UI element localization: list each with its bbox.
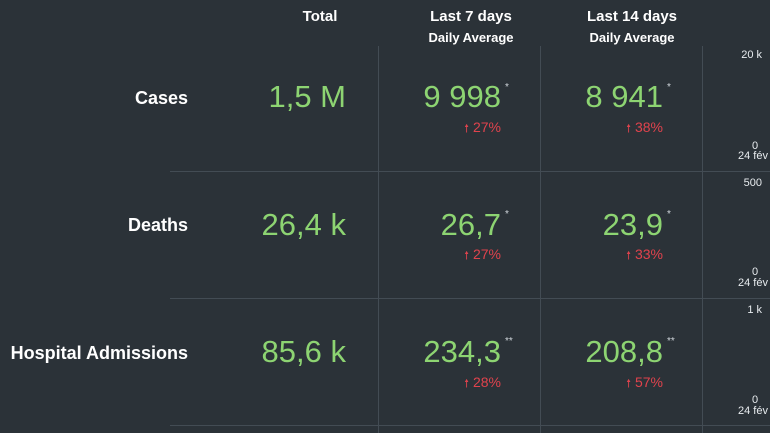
- row-label-hospital-admissions: Hospital Admissions: [10, 343, 188, 363]
- deaths-avg-7: 26,7: [440, 207, 501, 242]
- deaths-chart-axis-max: 500: [743, 177, 762, 189]
- deaths-chart-axis-date: 24 fév: [738, 277, 768, 289]
- header-last-7-subtitle: Daily Average: [428, 30, 514, 45]
- cases-chart-axis-zero: 0: [752, 140, 759, 152]
- header-total: Total: [302, 8, 338, 25]
- hospital-avg-7-footnote: **: [505, 336, 513, 347]
- header-last-14-days: Last 14 days: [586, 8, 678, 25]
- hospital-avg-14-footnote: **: [667, 336, 675, 347]
- divider-row-3: [170, 425, 770, 426]
- cases-change-14: 🠕 38%: [626, 119, 663, 139]
- arrow-up-icon: 🠕: [464, 250, 469, 262]
- hospital-change-7: 🠕 28%: [464, 374, 501, 394]
- deaths-change-14-value: 33%: [634, 246, 663, 262]
- header-last-14-subtitle: Daily Average: [589, 30, 675, 45]
- cases-change-7: 🠕 27%: [464, 119, 501, 139]
- hospital-avg-14: 208,8: [585, 334, 663, 369]
- cases-chart-axis-date: 24 fév: [738, 150, 768, 162]
- divider-col-chart: [702, 46, 703, 433]
- deaths-avg-14: 23,9: [602, 207, 663, 242]
- cases-avg-7: 9 998: [423, 79, 501, 114]
- hospital-chart-axis-date: 24 fév: [738, 405, 768, 417]
- deaths-change-14: 🠕 33%: [626, 246, 663, 266]
- deaths-change-7-value: 27%: [472, 246, 501, 262]
- divider-row-1: [170, 171, 770, 172]
- header-last-7-days: Last 7 days: [430, 8, 512, 25]
- hospital-avg-7: 234,3: [423, 334, 501, 369]
- hospital-total: 85,6 k: [261, 334, 346, 369]
- row-label-deaths: Deaths: [127, 215, 188, 235]
- cases-chart-axis-max: 20 k: [741, 49, 762, 61]
- divider-col-14: [540, 46, 541, 433]
- hospital-change-14: 🠕 57%: [626, 374, 663, 394]
- deaths-chart-axis-zero: 0: [752, 266, 759, 278]
- arrow-up-icon: 🠕: [464, 123, 469, 135]
- cases-change-14-value: 38%: [634, 119, 663, 135]
- divider-row-2: [170, 298, 770, 299]
- cases-change-7-value: 27%: [472, 119, 501, 135]
- deaths-total: 26,4 k: [261, 207, 346, 242]
- cases-avg-7-footnote: *: [505, 82, 509, 93]
- arrow-up-icon: 🠕: [626, 250, 631, 262]
- cases-total: 1,5 M: [268, 79, 346, 114]
- deaths-change-7: 🠕 27%: [464, 246, 501, 266]
- hospital-chart-axis-max: 1 k: [747, 304, 762, 316]
- row-label-cases: Cases: [134, 88, 188, 108]
- hospital-chart-axis-zero: 0: [752, 394, 759, 406]
- arrow-up-icon: 🠕: [626, 378, 631, 390]
- hospital-change-7-value: 28%: [472, 374, 501, 390]
- hospital-change-14-value: 57%: [634, 374, 663, 390]
- cases-avg-14-footnote: *: [667, 82, 671, 93]
- divider-col-7: [378, 46, 379, 433]
- arrow-up-icon: 🠕: [626, 123, 631, 135]
- deaths-avg-7-footnote: *: [505, 209, 509, 220]
- deaths-avg-14-footnote: *: [667, 209, 671, 220]
- arrow-up-icon: 🠕: [464, 378, 469, 390]
- cases-avg-14: 8 941: [585, 79, 663, 114]
